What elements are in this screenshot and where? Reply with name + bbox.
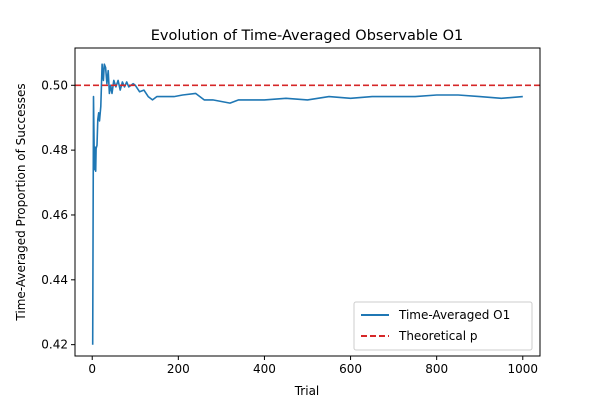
y-tick-label: 0.48	[41, 143, 68, 157]
axes-frame	[74, 47, 541, 357]
legend: Time-Averaged O1 Theoretical p	[353, 301, 533, 351]
legend-box	[353, 301, 533, 351]
axes: 0 200 400 600 800 1000 0.42 0.44 0.46 0.48 0.50	[41, 47, 541, 376]
y-axis-title: Time-Averaged Proportion of Successes	[14, 83, 28, 321]
y-tick-label: 0.46	[41, 208, 68, 222]
x-tick-label: 1000	[508, 362, 539, 376]
legend-label-theoretical-p: Theoretical p	[398, 329, 477, 343]
series-line-time-averaged-o1	[91, 63, 523, 345]
y-tick-label: 0.44	[41, 273, 68, 287]
x-tick-label: 200	[167, 362, 190, 376]
y-tick-label: 0.50	[41, 78, 68, 92]
chart-title: Evolution of Time-Averaged Observable O1	[151, 28, 463, 44]
x-tick-label: 800	[425, 362, 448, 376]
x-tick-label: 400	[253, 362, 276, 376]
legend-label-time-averaged-o1: Time-Averaged O1	[398, 308, 510, 322]
x-tick-label: 600	[339, 362, 362, 376]
x-tick-label: 0	[88, 362, 96, 376]
y-tick-label: 0.42	[41, 338, 68, 352]
x-axis-title: Trial	[294, 384, 320, 398]
plot-area	[75, 63, 540, 345]
